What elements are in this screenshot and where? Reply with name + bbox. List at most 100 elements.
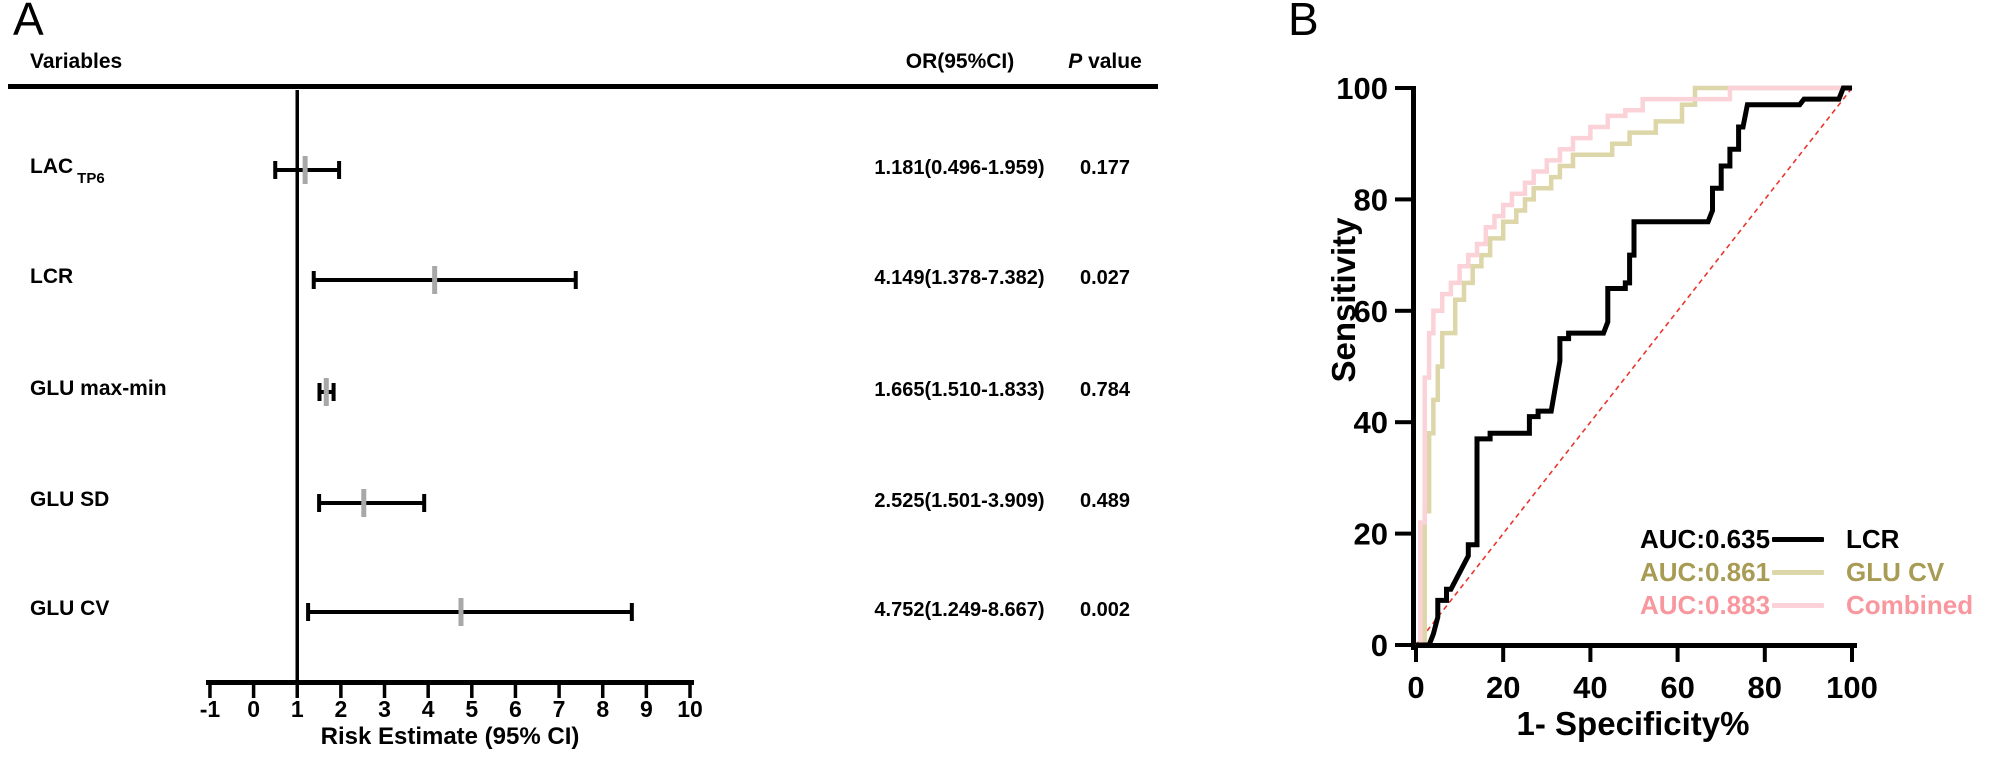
roc-x-axis-line [1411, 643, 1857, 648]
roc-x-tick [1588, 648, 1593, 662]
forest-x-tick [557, 685, 561, 698]
p-value: 0.002 [1079, 599, 1131, 621]
roc-curve-glu-cv [1416, 85, 1852, 648]
legend-row: AUC:0.861 GLU CV [1640, 556, 1973, 589]
variable-label: GLU max-min [30, 377, 167, 400]
p-value: 0.177 [1079, 157, 1131, 179]
variable-label: LCR [30, 265, 74, 288]
ci-cap-high [337, 161, 342, 179]
or-ci-value: 2.525(1.501-3.909) [874, 490, 1045, 512]
ci-line [308, 610, 632, 614]
forest-x-axis-title: Risk Estimate (95% CI) [320, 723, 580, 750]
forest-x-tick [688, 685, 692, 698]
legend-auc-value: AUC:0.635 [1640, 524, 1771, 554]
legend-line-swatch [1772, 570, 1824, 575]
forest-x-tick [600, 685, 605, 698]
forest-x-tick-label: 9 [640, 696, 653, 722]
roc-x-tick-label: 0 [1407, 670, 1424, 705]
ci-cap-high [422, 494, 427, 512]
column-header-p-value: P value [1030, 50, 1180, 74]
roc-y-tick-label: 60 [1354, 294, 1388, 329]
or-marker [323, 378, 329, 406]
or-marker [302, 156, 308, 184]
roc-x-tick-label: 60 [1660, 670, 1694, 705]
legend-series-name: GLU CV [1846, 557, 1945, 587]
forest-x-tick-label: -1 [200, 696, 221, 722]
legend-series-name: Combined [1846, 590, 1974, 620]
forest-x-tick-label: 0 [247, 696, 260, 722]
forest-x-tick [426, 685, 430, 698]
or-ci-value: 1.665(1.510-1.833) [874, 379, 1045, 401]
ci-cap-low [311, 271, 316, 289]
roc-x-tick-label: 80 [1748, 670, 1782, 705]
roc-curve-combined [1416, 85, 1852, 648]
roc-y-axis-title: Sensitivity [1325, 217, 1362, 383]
roc-x-tick-label: 100 [1826, 670, 1878, 705]
forest-x-tick [251, 685, 256, 698]
roc-x-tick [1501, 648, 1506, 662]
forest-x-tick-label: 6 [509, 696, 522, 722]
legend-row: AUC:0.883 Combined [1640, 589, 1973, 622]
roc-y-tick [1395, 643, 1411, 647]
or-ci-value: 1.181(0.496-1.959) [874, 157, 1045, 179]
or-marker [361, 489, 367, 517]
p-value: 0.027 [1079, 267, 1131, 289]
forest-x-tick [208, 685, 212, 698]
forest-x-tick-label: 4 [422, 696, 435, 722]
or-ci-value: 4.752(1.249-8.667) [874, 599, 1045, 621]
p-italic: P [1068, 50, 1083, 73]
variable-label: GLU SD [30, 488, 110, 511]
roc-x-tick-label: 20 [1486, 670, 1520, 705]
roc-curve-lcr [1416, 85, 1852, 648]
roc-x-tick [1762, 648, 1767, 662]
legend-series-name: LCR [1846, 524, 1900, 554]
legend-line-swatch [1772, 603, 1824, 608]
or-marker [458, 598, 464, 626]
roc-x-tick-label: 40 [1573, 670, 1607, 705]
p-value: 0.784 [1079, 379, 1131, 401]
forest-x-tick-label: 2 [334, 696, 347, 722]
ci-cap-high [331, 383, 336, 401]
variable-label: LACTP6 [30, 155, 105, 188]
roc-chance-diagonal [1415, 87, 1853, 646]
forest-x-tick-label: 3 [378, 696, 391, 722]
forest-reference-line [295, 90, 299, 685]
roc-legend: AUC:0.635 LCR AUC:0.861 GLU CV AUC:0.883 Comb… [1640, 523, 1973, 622]
roc-y-tick-label: 100 [1336, 71, 1388, 106]
header-rule [8, 84, 1158, 89]
forest-x-tick [382, 685, 387, 698]
ci-line [319, 501, 425, 505]
forest-x-tick-label: 7 [553, 696, 566, 722]
forest-x-tick-label: 8 [596, 696, 609, 722]
forest-x-axis-line [206, 680, 694, 685]
ci-cap-low [317, 383, 322, 401]
column-header-or-ci: OR(95%CI) [905, 50, 1015, 73]
ci-cap-high [629, 603, 634, 621]
variable-subscript: TP6 [77, 170, 105, 188]
forest-x-tick [513, 685, 518, 698]
legend-row: AUC:0.635 LCR [1640, 523, 1973, 556]
p-rest: value [1082, 50, 1142, 73]
forest-x-tick [470, 685, 474, 698]
roc-y-axis-line [1411, 86, 1416, 650]
roc-x-tick [1850, 648, 1854, 662]
legend-line-swatch [1772, 537, 1824, 542]
forest-x-tick-label: 5 [465, 696, 478, 722]
forest-x-tick-label: 10 [677, 696, 703, 722]
column-header-variables: Variables [30, 50, 123, 73]
roc-y-tick-label: 0 [1371, 628, 1388, 663]
legend-auc-value: AUC:0.861 [1640, 557, 1771, 587]
panel-b-label: B [1288, 0, 1319, 45]
roc-x-axis-title: 1- Specificity% [1516, 705, 1750, 742]
forest-x-tick [339, 685, 343, 698]
roc-x-tick [1675, 648, 1680, 662]
roc-y-tick [1395, 420, 1411, 425]
forest-x-tick [295, 685, 299, 698]
roc-y-tick-label: 80 [1354, 182, 1388, 217]
roc-y-tick-label: 20 [1354, 517, 1388, 552]
ci-cap-low [306, 603, 311, 621]
or-ci-value: 4.149(1.378-7.382) [874, 267, 1045, 289]
roc-y-tick [1395, 197, 1411, 202]
